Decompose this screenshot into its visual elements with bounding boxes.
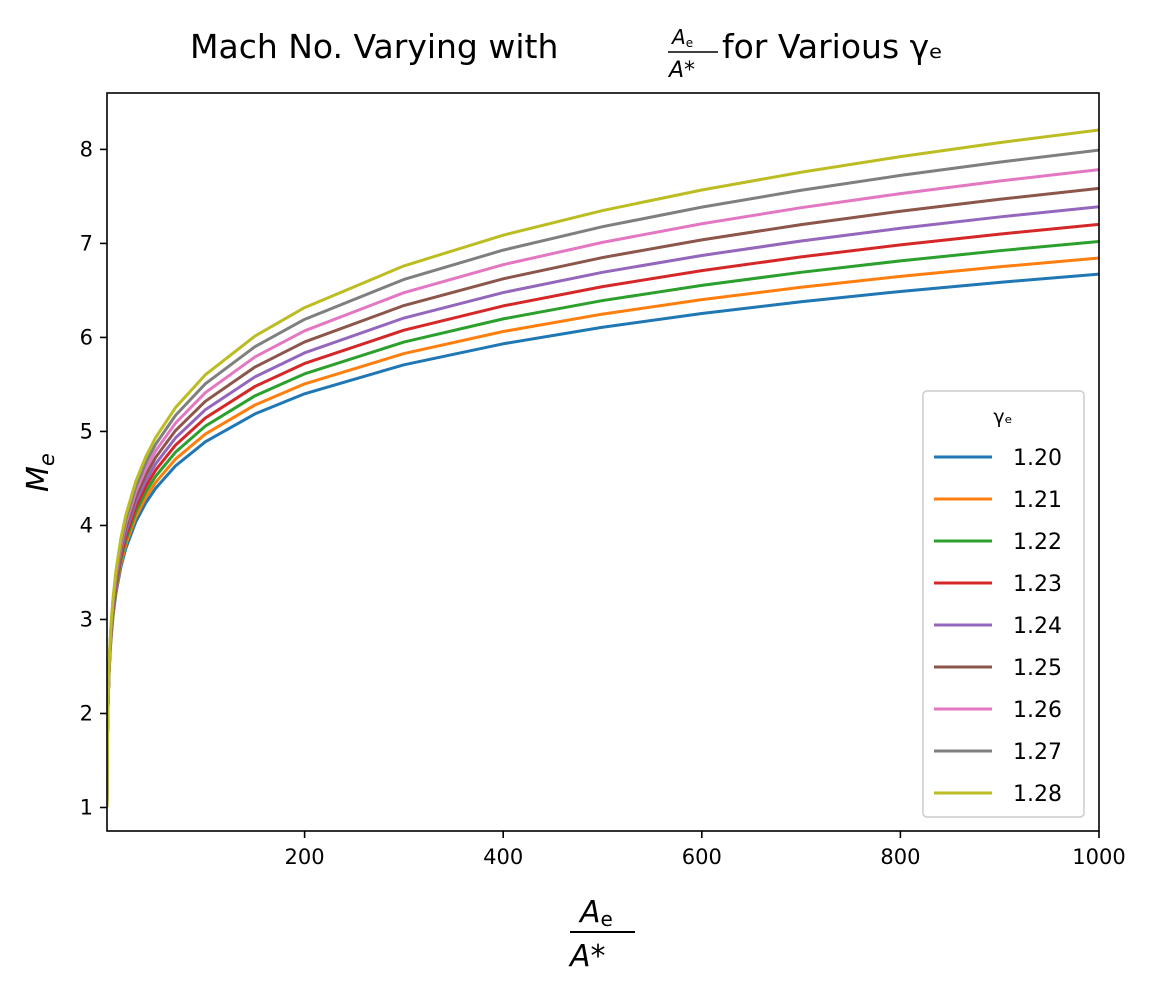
- ylabel-main: M: [21, 466, 56, 492]
- legend-label-1.21: 1.21: [1013, 488, 1062, 513]
- series-group: [107, 128, 1099, 808]
- title-frac-num: Ae: [670, 25, 693, 50]
- y-tick-label: 4: [80, 513, 93, 537]
- legend-label-1.23: 1.23: [1013, 572, 1062, 597]
- plot-frame: [106, 92, 1100, 832]
- x-tick-label: 200: [285, 845, 325, 869]
- legend-label-1.22: 1.22: [1013, 530, 1062, 555]
- x-axis: 200 400 600 800 1000: [285, 831, 1126, 869]
- legend-title: γₑ: [993, 406, 1012, 428]
- ylabel-text: Me: [21, 453, 59, 492]
- legend-label-1.20: 1.20: [1013, 446, 1062, 471]
- title-frac-num-sub: e: [686, 36, 693, 50]
- xlabel-num: Ae: [578, 895, 613, 931]
- series-line-1.28: [107, 128, 1099, 808]
- xlabel-num-main: A: [578, 895, 601, 930]
- title-suffix: for Various γₑ: [722, 27, 943, 66]
- xlabel-num-sub: e: [601, 907, 613, 931]
- x-axis-label: Ae A*: [568, 895, 635, 974]
- y-tick-label: 1: [80, 795, 93, 819]
- title-prefix: Mach No. Varying with: [190, 27, 558, 66]
- legend-label-1.25: 1.25: [1013, 656, 1062, 681]
- legend-label-1.27: 1.27: [1013, 740, 1062, 765]
- x-tick-label: 600: [682, 845, 722, 869]
- x-tick-label: 800: [880, 845, 920, 869]
- x-tick-label: 400: [483, 845, 523, 869]
- legend: γₑ 1.20 1.21 1.22 1.23 1.24 1.25 1.26 1.27 1.28: [922, 390, 1085, 818]
- y-axis-label: Me: [21, 453, 59, 492]
- legend-label-1.28: 1.28: [1013, 782, 1062, 807]
- y-axis: 1 2 3 4 5 6 7 8: [80, 137, 107, 819]
- chart-title: Mach No. Varying with Ae A* for Various …: [190, 25, 943, 83]
- y-tick-label: 6: [80, 325, 93, 349]
- ylabel-sub: e: [35, 453, 59, 466]
- title-frac-den: A*: [667, 58, 695, 83]
- x-tick-label: 1000: [1072, 845, 1125, 869]
- y-tick-label: 3: [80, 607, 93, 631]
- y-tick-label: 2: [80, 701, 93, 725]
- xlabel-den: A*: [568, 939, 606, 974]
- legend-items: 1.20 1.21 1.22 1.23 1.24 1.25 1.26 1.27 1.28: [934, 446, 1062, 807]
- y-tick-label: 7: [80, 231, 93, 255]
- legend-label-1.26: 1.26: [1013, 698, 1062, 723]
- legend-label-1.24: 1.24: [1013, 614, 1062, 639]
- y-tick-label: 8: [80, 137, 93, 161]
- y-tick-label: 5: [80, 419, 93, 443]
- title-frac-num-main: A: [670, 25, 686, 49]
